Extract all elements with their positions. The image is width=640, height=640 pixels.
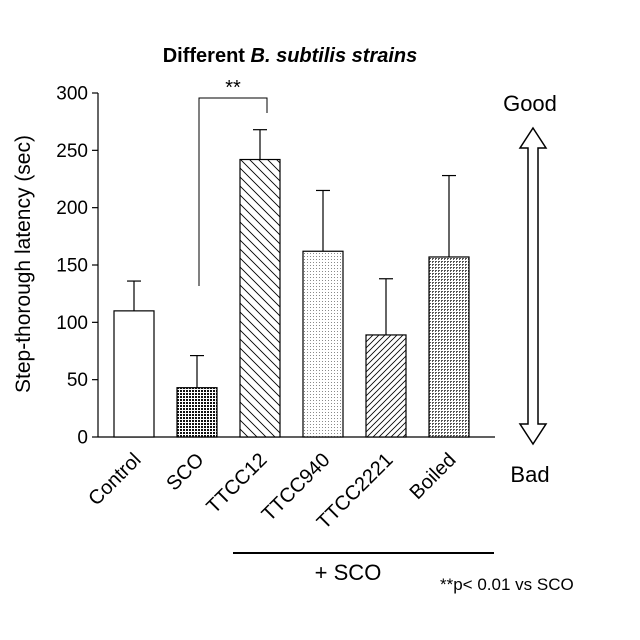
double-arrow-icon xyxy=(520,128,546,444)
bar-chart: Different B. subtilis strains 0 50 100 150 2… xyxy=(0,0,640,640)
y-tick-label: 150 xyxy=(56,256,88,277)
x-tick-label: Boiled xyxy=(406,449,461,504)
y-tick-label: 300 xyxy=(56,84,88,105)
x-tick-labels: ControlSCOTTCC12TTCC940TTCC2221Boiled xyxy=(84,449,460,534)
bars-group xyxy=(114,130,469,437)
bar-ttcc12 xyxy=(240,160,280,437)
significance-note: **p< 0.01 vs SCO xyxy=(440,575,574,594)
good-bad-arrow: Good Bad xyxy=(503,91,557,487)
arrow-bottom-label: Bad xyxy=(510,462,549,487)
y-tick-label: 0 xyxy=(77,428,88,449)
bar-control xyxy=(114,311,154,437)
significance-stars: ** xyxy=(225,77,241,99)
y-axis-label: Step-thorough latency (sec) xyxy=(12,135,35,393)
x-tick-label: SCO xyxy=(162,449,208,495)
group-label: + SCO xyxy=(315,560,382,585)
x-tick-label: Control xyxy=(84,449,145,510)
bar-ttcc940 xyxy=(303,251,343,437)
y-tick-label: 50 xyxy=(67,370,88,391)
bar-ttcc2221 xyxy=(366,335,406,437)
bar-sco xyxy=(177,388,217,437)
y-tick-label: 200 xyxy=(56,198,88,219)
arrow-top-label: Good xyxy=(503,91,557,116)
chart-title: Different B. subtilis strains xyxy=(163,45,418,67)
y-tick-label: 250 xyxy=(56,141,88,162)
y-tick-label: 100 xyxy=(56,313,88,334)
bar-boiled xyxy=(429,257,469,437)
